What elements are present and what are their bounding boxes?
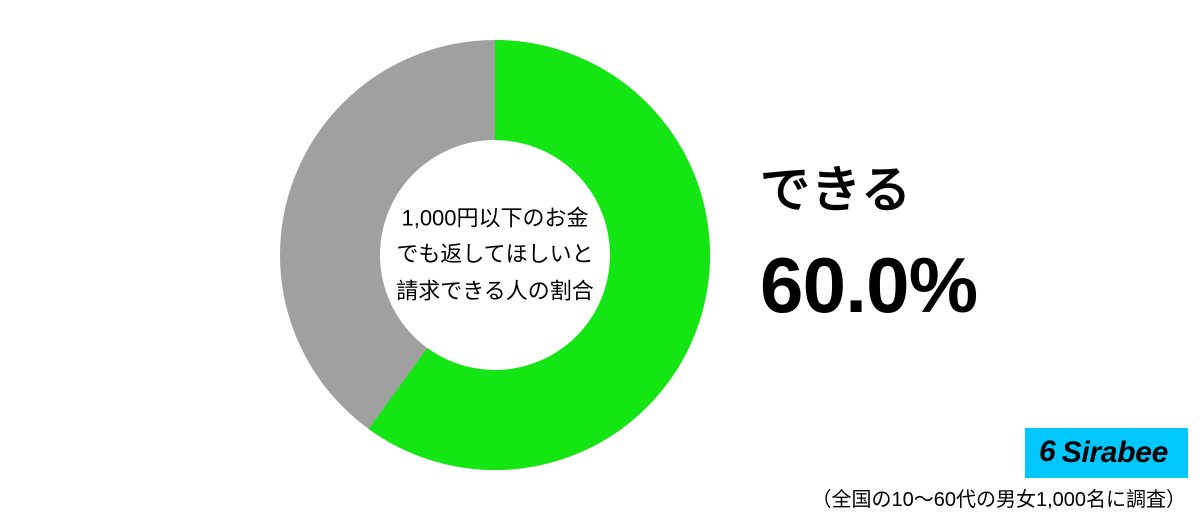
brand-word: Sirabee — [1062, 436, 1168, 470]
donut-chart: 1,000円以下のお金 でも返してほしいと 請求できる人の割合 — [280, 40, 710, 470]
brand-badge: 6 Sirabee — [1025, 428, 1188, 478]
center-line-2: でも返してほしいと — [396, 237, 594, 273]
center-line-3: 請求できる人の割合 — [396, 273, 594, 309]
result-label: できる — [760, 150, 977, 222]
center-line-1: 1,000円以下のお金 — [396, 201, 594, 237]
survey-footnote: （全国の10〜60代の男女1,000名に調査） — [811, 483, 1186, 512]
brand-glyph-icon: 6 — [1039, 437, 1056, 467]
result-block: できる 60.0% — [760, 150, 977, 331]
result-value: 60.0% — [760, 240, 977, 331]
donut-center-text: 1,000円以下のお金 でも返してほしいと 請求できる人の割合 — [396, 201, 594, 310]
